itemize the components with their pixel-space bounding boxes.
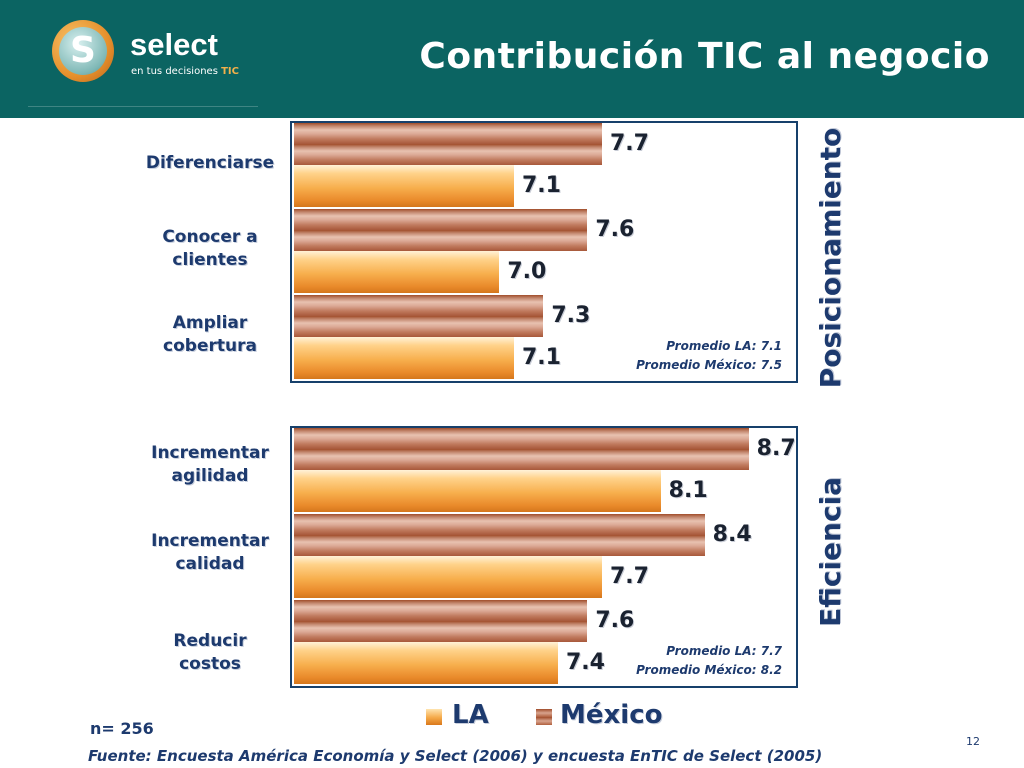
value-label-mexico-incrementar-agilidad: 8.7 [756,436,796,461]
legend-label-la: LA [452,700,489,730]
category-label-diferenciarse: Diferenciarse [145,153,275,173]
logo-tagline: en tus decisiones TIC [131,66,239,77]
bar-la-reducir-costos [294,642,558,684]
section-title-eficiencia: Eficiencia [814,476,847,628]
legend-label-mexico: México [560,700,663,730]
value-label-mexico-ampliar-cobertura: 7.3 [551,303,591,328]
logo-name: select [130,27,218,62]
bar-mexico-incrementar-agilidad [294,428,749,470]
value-label-la-incrementar-agilidad: 8.1 [668,478,708,503]
value-label-mexico-reducir-costos: 7.6 [595,608,635,633]
averages-note: Promedio LA: 7.7 Promedio México: 8.2 [636,644,782,677]
value-label-la-diferenciarse: 7.1 [522,173,561,198]
bar-la-diferenciarse [294,165,514,207]
bar-la-conocer-a-clientes [294,251,500,293]
value-label-la-incrementar-calidad: 7.7 [610,564,649,589]
category-label-reducir-costos: Reducir costos [173,631,247,674]
page-title: Contribución TIC al negocio [419,36,990,77]
legend-swatch-mexico [536,709,552,725]
source-note: Fuente: Encuesta América Economía y Sele… [88,747,823,765]
category-label-ampliar-cobertura: Ampliar cobertura [163,313,257,356]
legend: LA México [424,700,684,732]
category-label-incrementar-calidad: Incrementar calidad [151,531,269,574]
select-logo: S select en tus decisiones TIC [52,20,262,110]
page-number: 12 [966,735,980,748]
bar-la-incrementar-calidad [294,556,602,598]
bar-mexico-incrementar-calidad [294,514,705,556]
value-label-mexico-conocer-a-clientes: 7.6 [595,217,635,242]
bar-la-incrementar-agilidad [294,470,661,512]
bar-mexico-diferenciarse [294,123,602,165]
value-label-la-ampliar-cobertura: 7.1 [522,345,561,370]
value-label-mexico-incrementar-calidad: 8.4 [712,522,752,547]
value-label-la-conocer-a-clientes: 7.0 [507,259,547,284]
bar-mexico-conocer-a-clientes [294,209,588,251]
category-label-conocer-a-clientes: Conocer a clientes [162,227,258,270]
select-s-logo-icon: S [52,20,114,82]
averages-note: Promedio LA: 7.1 Promedio México: 7.5 [636,339,782,372]
bar-mexico-ampliar-cobertura [294,295,544,337]
section-title-posicionamiento: Posicionamiento [814,127,847,389]
value-label-mexico-diferenciarse: 7.7 [610,131,649,156]
value-label-la-reducir-costos: 7.4 [566,650,605,675]
logo-divider [28,106,258,107]
bar-la-ampliar-cobertura [294,337,514,379]
sample-size: n= 256 [90,719,154,738]
bar-mexico-reducir-costos [294,600,588,642]
category-label-incrementar-agilidad: Incrementar agilidad [151,443,269,486]
header-bar: S select en tus decisiones TIC Contribuc… [0,0,1024,118]
legend-swatch-la [426,709,442,725]
